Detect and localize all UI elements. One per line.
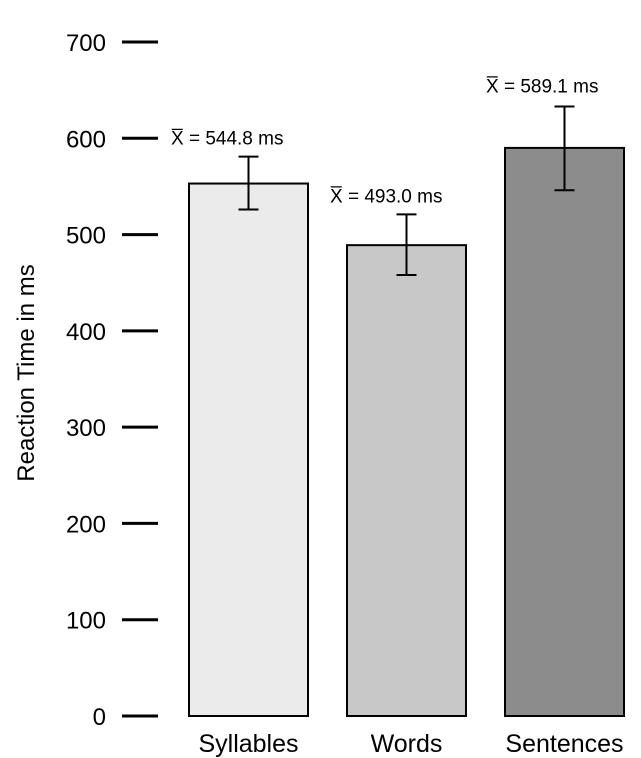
bar-words: [346, 244, 467, 717]
y-tick-label: 300: [66, 415, 106, 442]
y-tick-label: 400: [66, 319, 106, 346]
x-tick-label: Syllables: [198, 730, 298, 758]
mean-annotations: X̅ = 544.8 ms X̅ = 493.0 ms X̅ = 589.1 ms: [171, 77, 598, 208]
y-axis-title: Reaction Time in ms: [13, 264, 40, 481]
y-tick-label: 500: [66, 223, 106, 250]
error-bars: [238, 105, 575, 277]
y-tick-label: 100: [66, 608, 106, 635]
y-tick-label: 200: [66, 511, 106, 538]
y-tick-label: 600: [66, 126, 106, 153]
mean-annotation: X̅ = 493.0 ms: [330, 186, 442, 207]
bar-syllables: [188, 182, 309, 718]
y-axis: 0 100 200 300 400 500 600 700: [66, 30, 158, 731]
bar-sentences: [504, 146, 625, 717]
y-tick-label: 700: [66, 30, 106, 57]
x-tick-label: Sentences: [505, 730, 623, 758]
mean-annotation: X̅ = 589.1 ms: [486, 77, 598, 98]
mean-annotation: X̅ = 544.8 ms: [171, 129, 283, 150]
x-axis-labels: Syllables Words Sentences: [198, 730, 623, 758]
bars: [188, 146, 625, 718]
x-tick-label: Words: [371, 730, 443, 758]
y-tick-label: 0: [93, 704, 106, 731]
